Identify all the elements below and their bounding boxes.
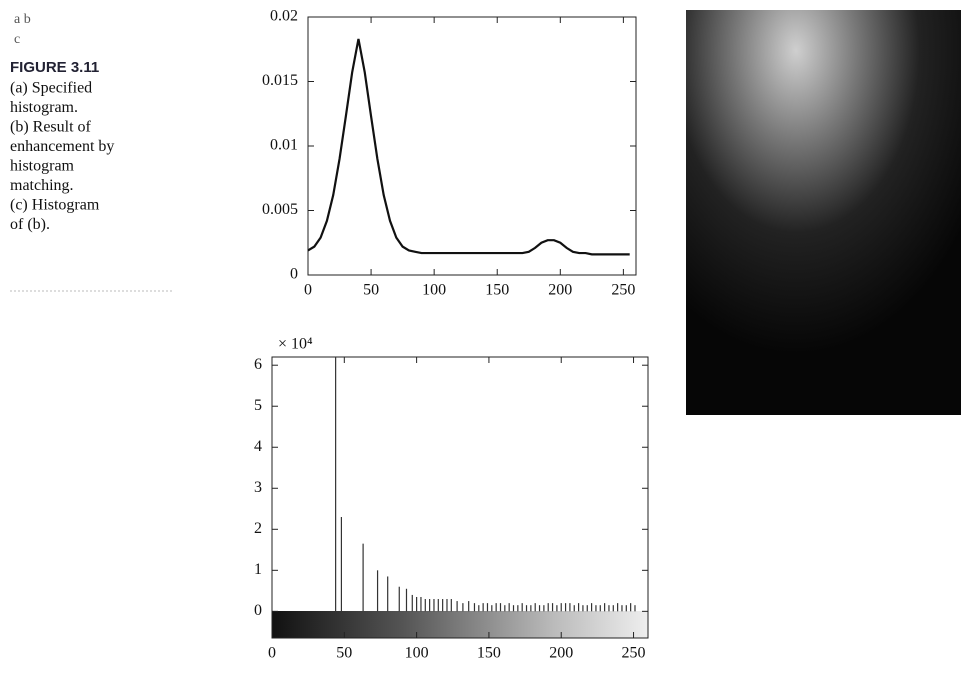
x-tick-label: 250	[611, 282, 635, 299]
y-tick-label: 0.02	[270, 8, 298, 25]
caption: (a) Specified histogram. (b) Result of enha…	[10, 80, 114, 234]
x-tick-label: 50	[363, 282, 379, 299]
y-tick-label: 3	[254, 479, 262, 496]
y-tick-label: 0	[290, 266, 298, 283]
y-tick-label: 1	[254, 561, 262, 578]
caption-line: (c) Histogram	[10, 197, 100, 214]
panel-label: a b	[14, 12, 31, 27]
x-tick-label: 100	[422, 282, 446, 299]
axis-multiplier: × 10⁴	[278, 336, 313, 353]
y-tick-label: 0.015	[262, 72, 298, 89]
caption-line: matching.	[10, 177, 74, 194]
caption-line: histogram.	[10, 99, 78, 116]
x-tick-label: 200	[548, 282, 572, 299]
x-tick-label: 0	[268, 645, 276, 662]
caption-line: of (b).	[10, 216, 50, 233]
x-tick-label: 100	[405, 645, 429, 662]
caption-line: histogram	[10, 158, 75, 175]
y-tick-label: 4	[254, 438, 262, 455]
y-tick-label: 0.01	[270, 137, 298, 154]
x-tick-label: 150	[485, 282, 509, 299]
y-tick-label: 0.005	[262, 201, 298, 218]
caption-line: enhancement by	[10, 138, 114, 155]
plot-frame	[307, 16, 637, 276]
y-tick-label: 2	[254, 520, 262, 537]
figure-number: FIGURE 3.11	[10, 59, 99, 76]
y-tick-label: 6	[254, 356, 262, 373]
y-tick-label: 0	[254, 602, 262, 619]
x-tick-label: 200	[549, 645, 573, 662]
caption-line: (b) Result of	[10, 119, 92, 136]
intensity-strip	[272, 611, 648, 638]
plot-frame	[271, 356, 649, 639]
photo	[686, 10, 961, 415]
panel-label: c	[14, 32, 20, 47]
caption-line: (a) Specified	[10, 80, 92, 97]
x-tick-label: 250	[622, 645, 646, 662]
x-tick-label: 50	[336, 645, 352, 662]
x-tick-label: 0	[304, 282, 312, 299]
y-tick-label: 5	[254, 397, 262, 414]
x-tick-label: 150	[477, 645, 501, 662]
curve	[307, 38, 630, 256]
